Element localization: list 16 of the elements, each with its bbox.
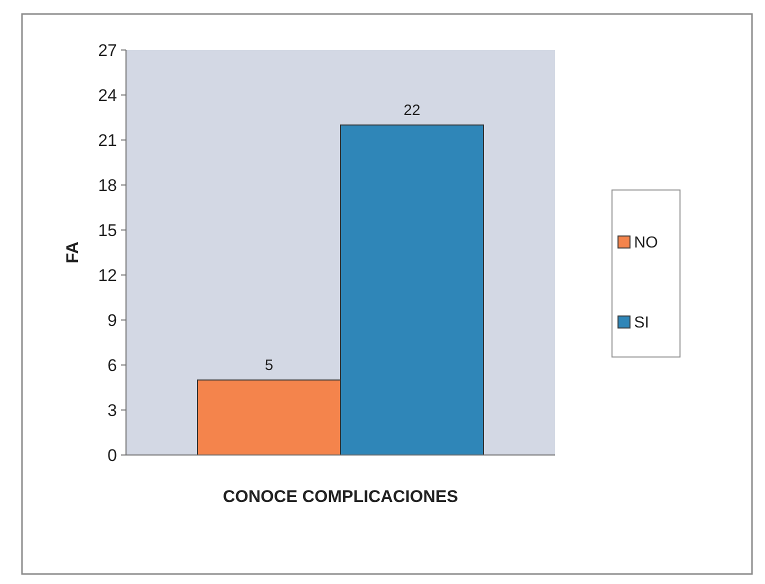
data-label: 22 — [404, 102, 420, 119]
y-tick-label: 18 — [98, 176, 117, 195]
y-tick-label: 24 — [98, 86, 117, 105]
y-axis-title: FA — [63, 242, 82, 264]
y-tick-label: 6 — [108, 356, 117, 375]
legend-label: NO — [634, 234, 658, 252]
data-label: 5 — [264, 357, 274, 374]
y-tick-label: 9 — [108, 310, 117, 330]
y-tick-label: 12 — [98, 266, 117, 285]
legend-label: SI — [634, 314, 650, 332]
y-tick-label: 21 — [98, 130, 117, 150]
y-tick-label: 3 — [108, 400, 117, 420]
y-tick-label: 27 — [98, 40, 117, 60]
y-tick-label: 0 — [108, 446, 117, 465]
x-axis-title: CONOCE COMPLICACIONES — [222, 487, 458, 506]
y-tick-label: 15 — [98, 220, 117, 240]
